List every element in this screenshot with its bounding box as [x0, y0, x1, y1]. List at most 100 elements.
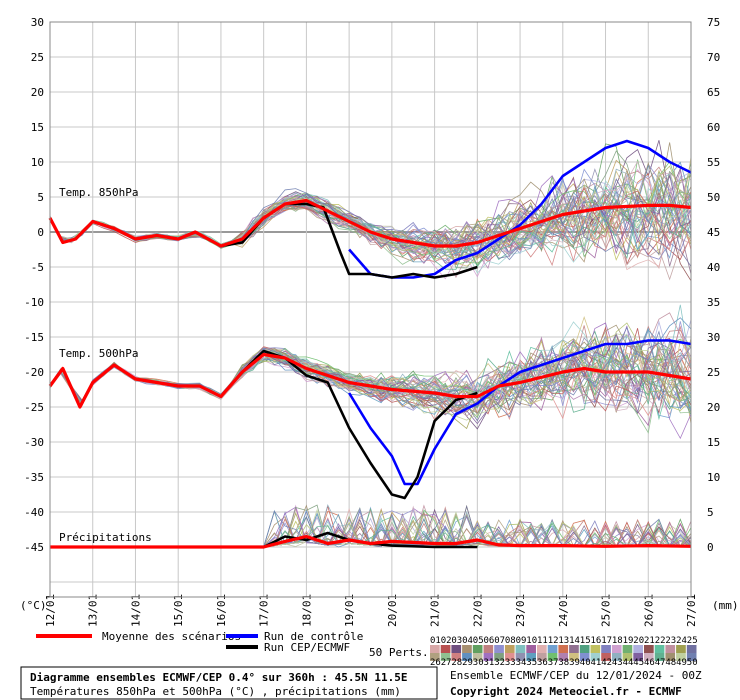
pert-label: 47 — [655, 658, 666, 668]
pert-label: 38 — [558, 658, 569, 668]
pert-label: 21 — [644, 636, 655, 646]
pert-swatch — [569, 645, 579, 653]
left-tick-label: 10 — [31, 156, 44, 169]
ensemble-members — [49, 140, 692, 548]
pert-swatch — [579, 645, 590, 653]
pert-label: 25 — [687, 636, 698, 646]
pert-swatch — [515, 653, 526, 661]
x-tick-label: 21/01 — [429, 594, 442, 627]
left-tick-label: -20 — [24, 366, 44, 379]
pert-swatch — [515, 645, 526, 653]
left-tick-label: -35 — [24, 471, 44, 484]
pert-label: 17 — [601, 636, 612, 646]
pert-swatch — [558, 653, 569, 661]
series-mean-t850 — [48, 198, 692, 248]
right-tick-label: 15 — [707, 436, 720, 449]
pert-label: 31 — [484, 658, 495, 668]
pert-label: 30 — [473, 658, 484, 668]
legend-label-perts: 50 Perts. — [369, 646, 429, 659]
ensemble-member-line — [49, 159, 692, 265]
pert-label: 36 — [537, 658, 548, 668]
pert-label: 11 — [537, 636, 548, 646]
legend: Moyenne des scénarios Run de contrôle Ru… — [36, 630, 698, 668]
pert-label: 28 — [451, 658, 462, 668]
left-tick-label: 0 — [37, 226, 44, 239]
pert-swatch — [633, 645, 643, 653]
pert-label: 19 — [623, 636, 634, 646]
x-tick-label: 14/01 — [129, 594, 142, 627]
pert-label: 27 — [441, 658, 452, 668]
pert-label: 29 — [462, 658, 473, 668]
pert-label: 45 — [633, 658, 644, 668]
pert-label: 26 — [430, 658, 441, 668]
pert-label: 18 — [612, 636, 623, 646]
left-tick-label: -30 — [24, 436, 44, 449]
left-tick-label: 20 — [31, 86, 44, 99]
pert-swatch — [483, 653, 494, 661]
right-tick-label: 65 — [707, 86, 720, 99]
x-tick-label: 25/01 — [600, 594, 613, 627]
pert-swatch — [526, 645, 536, 653]
left-tick-label: -5 — [31, 261, 44, 274]
series-control-t850 — [348, 139, 692, 279]
series-mean-t500 — [48, 352, 692, 409]
right-tick-label: 70 — [707, 51, 720, 64]
right-tick-label: 75 — [707, 16, 720, 29]
pert-swatch — [472, 653, 483, 661]
plot-frame — [49, 21, 692, 598]
pert-swatch — [622, 645, 633, 653]
x-tick-label: 26/01 — [642, 594, 655, 627]
pert-swatch — [526, 653, 536, 661]
pert-label: 40 — [580, 658, 591, 668]
pert-swatch — [676, 653, 686, 661]
pert-label: 02 — [441, 636, 452, 646]
pert-swatch — [601, 645, 611, 653]
ensemble-member-line — [49, 157, 692, 267]
right-tick-label: 50 — [707, 191, 720, 204]
pert-label: 48 — [665, 658, 676, 668]
x-tick-label: 13/01 — [87, 594, 100, 627]
x-tick-label: 22/01 — [471, 594, 484, 627]
right-tick-label: 5 — [707, 506, 714, 519]
pert-swatch — [430, 653, 440, 661]
pert-label: 16 — [591, 636, 602, 646]
right-tick-label: 30 — [707, 331, 720, 344]
left-tick-label: -40 — [24, 506, 44, 519]
pert-label: 10 — [526, 636, 537, 646]
pert-label: 50 — [687, 658, 698, 668]
series-ecmwf-precip — [50, 531, 478, 549]
pert-label: 41 — [591, 658, 602, 668]
pert-swatch — [579, 653, 590, 661]
pert-label: 33 — [505, 658, 516, 668]
right-tick-label: 35 — [707, 296, 720, 309]
main-series — [48, 139, 692, 549]
pert-swatch — [665, 645, 676, 653]
pert-swatch — [547, 645, 558, 653]
pert-label: 12 — [548, 636, 559, 646]
left-tick-label: -15 — [24, 331, 44, 344]
pert-swatch — [633, 653, 643, 661]
left-tick-label: -25 — [24, 401, 44, 414]
pert-label: 43 — [612, 658, 623, 668]
pert-swatch — [537, 645, 547, 653]
pert-label: 07 — [494, 636, 505, 646]
x-tick-label: 19/01 — [343, 594, 356, 627]
x-tick-label: 27/01 — [685, 594, 698, 627]
left-tick-label: -45 — [24, 541, 44, 554]
pert-label: 34 — [516, 658, 527, 668]
pert-label: 39 — [569, 658, 580, 668]
info-box — [20, 666, 438, 700]
pert-label: 01 — [430, 636, 441, 646]
pert-swatch — [472, 645, 483, 653]
pert-swatch — [686, 645, 697, 653]
right-tick-label: 10 — [707, 471, 720, 484]
pert-label: 06 — [484, 636, 495, 646]
copyright: Copyright 2024 Meteociel.fr - ECMWF — [450, 685, 682, 698]
pert-swatch — [504, 653, 515, 661]
left-tick-label: -10 — [24, 296, 44, 309]
pert-label: 09 — [516, 636, 527, 646]
pert-swatch — [601, 653, 611, 661]
pert-swatch — [569, 653, 579, 661]
left-tick-label: 5 — [37, 191, 44, 204]
